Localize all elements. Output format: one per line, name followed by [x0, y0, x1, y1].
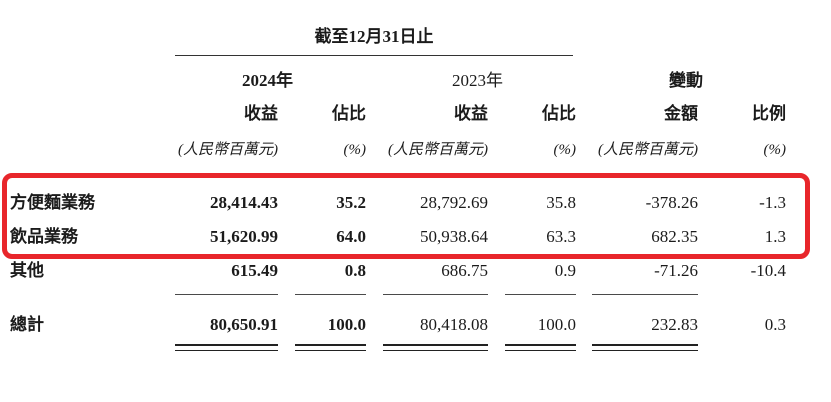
subtotal-rule	[592, 294, 698, 295]
col-header-share-2023: 佔比	[542, 104, 576, 123]
row-label-total: 總計	[10, 315, 44, 334]
cell-value: 1.3	[764, 227, 786, 246]
unit-percent-2024: (%)	[343, 142, 367, 158]
period-header-underline	[175, 55, 573, 56]
cell-value: -1.3	[759, 193, 786, 212]
total-double-rule	[175, 344, 278, 351]
unit-rmb-million-2024: (人民幣百萬元)	[178, 142, 278, 158]
row-label-others: 其他	[10, 261, 44, 280]
cell-value: 615.49	[231, 261, 278, 280]
row-label-instant-noodles: 方便麵業務	[10, 193, 95, 212]
unit-percent-2023: (%)	[553, 142, 577, 158]
unit-rmb-million-change: (人民幣百萬元)	[598, 142, 698, 158]
cell-value: -71.26	[654, 261, 698, 280]
col-header-revenue-2024: 收益	[244, 104, 278, 123]
cell-value: 63.3	[546, 227, 576, 246]
period-header: 截至12月31日止	[314, 27, 434, 46]
subtotal-rule	[505, 294, 576, 295]
cell-total-value: 232.83	[651, 315, 698, 334]
cell-total-value: 0.3	[764, 315, 786, 334]
cell-value: 50,938.64	[420, 227, 488, 246]
cell-value: 35.2	[336, 193, 366, 212]
unit-percent-change: (%)	[763, 142, 787, 158]
highlight-box	[2, 173, 810, 259]
unit-rmb-million-2023: (人民幣百萬元)	[388, 142, 488, 158]
col-header-revenue-2023: 收益	[454, 104, 488, 123]
cell-total-value: 80,418.08	[420, 315, 488, 334]
col-header-change-ratio: 比例	[752, 104, 786, 123]
change-group-header: 變動	[669, 71, 703, 90]
cell-value: 28,414.43	[210, 193, 278, 212]
total-double-rule	[592, 344, 698, 351]
year-header-2023: 2023年	[452, 71, 503, 90]
cell-value: 35.8	[546, 193, 576, 212]
cell-value: 686.75	[441, 261, 488, 280]
cell-value: 682.35	[651, 227, 698, 246]
total-double-rule	[383, 344, 488, 351]
col-header-share-2024: 佔比	[332, 104, 366, 123]
total-double-rule	[505, 344, 576, 351]
year-header-2024: 2024年	[242, 71, 293, 90]
cell-value: 0.8	[344, 261, 366, 280]
cell-value: 28,792.69	[420, 193, 488, 212]
row-label-beverages: 飲品業務	[10, 227, 78, 246]
cell-value: 0.9	[554, 261, 576, 280]
cell-value: -378.26	[645, 193, 698, 212]
col-header-change-amount: 金額	[664, 104, 698, 123]
subtotal-rule	[383, 294, 488, 295]
cell-value: -10.4	[750, 261, 786, 280]
total-double-rule	[295, 344, 366, 351]
cell-total-value: 100.0	[327, 315, 366, 334]
cell-total-value: 100.0	[537, 315, 576, 334]
cell-total-value: 80,650.91	[210, 315, 278, 334]
subtotal-rule	[175, 294, 278, 295]
cell-value: 51,620.99	[210, 227, 278, 246]
cell-value: 64.0	[336, 227, 366, 246]
subtotal-rule	[295, 294, 366, 295]
